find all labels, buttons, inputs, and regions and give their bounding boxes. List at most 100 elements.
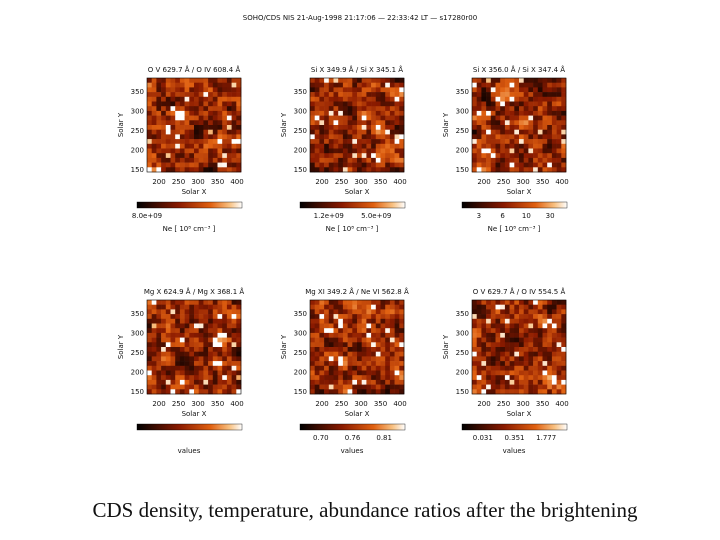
- image-cell: [352, 82, 358, 88]
- image-cell: [547, 342, 553, 348]
- image-cell: [347, 82, 353, 88]
- image-cell: [500, 342, 506, 348]
- image-cell: [490, 318, 496, 324]
- image-cell: [314, 129, 320, 135]
- image-cell: [328, 92, 334, 98]
- image-cell: [175, 347, 181, 352]
- image-cell: [310, 309, 315, 315]
- image-cell: [357, 351, 362, 357]
- image-cell: [165, 332, 171, 338]
- image-cell: [151, 101, 157, 107]
- image-cell: [231, 347, 237, 352]
- image-cell: [357, 148, 362, 154]
- image-cell: [347, 162, 353, 168]
- image-cell: [486, 153, 492, 159]
- image-cell: [352, 101, 358, 107]
- image-cell: [310, 153, 315, 159]
- image-cell: [189, 361, 195, 367]
- image-cell: [394, 384, 400, 390]
- image-cell: [352, 337, 358, 343]
- image-cell: [361, 120, 367, 126]
- image-cell: [371, 361, 377, 367]
- image-cell: [179, 96, 185, 102]
- image-cell: [161, 143, 167, 149]
- image-cell: [533, 134, 539, 140]
- image-cell: [490, 167, 496, 173]
- image-cell: [495, 157, 501, 163]
- image-cell: [533, 361, 539, 367]
- image-cell: [399, 167, 405, 173]
- image-cell: [319, 347, 325, 352]
- image-cell: [490, 120, 496, 126]
- image-cell: [504, 115, 510, 121]
- image-cell: [217, 106, 223, 112]
- image-cell: [333, 167, 339, 173]
- image-cell: [523, 78, 529, 83]
- image-cell: [504, 162, 510, 168]
- image-cell: [366, 92, 372, 98]
- image-cell: [333, 304, 339, 310]
- image-cell: [389, 389, 395, 395]
- image-cell: [481, 384, 487, 390]
- image-cell: [533, 304, 539, 310]
- image-cell: [310, 361, 315, 367]
- image-cell: [179, 134, 185, 140]
- image-cell: [528, 87, 534, 93]
- image-cell: [490, 375, 496, 381]
- image-cell: [222, 347, 228, 352]
- image-cell: [385, 365, 391, 371]
- image-cell: [481, 318, 487, 324]
- image-cell: [147, 314, 152, 320]
- image-cell: [319, 167, 325, 173]
- image-cell: [481, 101, 487, 107]
- image-cell: [509, 309, 515, 315]
- image-cell: [486, 106, 492, 112]
- image-cell: [333, 110, 339, 116]
- image-cell: [561, 337, 567, 343]
- image-cell: [151, 300, 157, 305]
- image-cell: [380, 323, 386, 329]
- image-cell: [352, 92, 358, 98]
- image-cell: [556, 337, 562, 343]
- image-cell: [371, 304, 377, 310]
- image-cell: [561, 101, 567, 107]
- image-cell: [226, 379, 232, 385]
- image-cell: [399, 106, 405, 112]
- image-cell: [333, 375, 339, 381]
- image-cell: [184, 332, 190, 338]
- image-cell: [203, 356, 209, 362]
- image-cell: [523, 384, 529, 390]
- image-cell: [231, 370, 237, 376]
- image-cell: [179, 125, 185, 130]
- image-cell: [342, 347, 348, 352]
- image-cell: [175, 314, 181, 320]
- image-cell: [500, 379, 506, 385]
- image-cell: [189, 318, 195, 324]
- image-cell: [547, 328, 553, 334]
- image-cell: [528, 96, 534, 102]
- image-cell: [156, 157, 162, 163]
- image-cell: [375, 148, 381, 154]
- image-cell: [504, 328, 510, 334]
- image-cell: [495, 110, 501, 116]
- image-cell: [394, 139, 400, 145]
- image-cell: [184, 139, 190, 145]
- image-cell: [385, 143, 391, 149]
- x-axis-label: Solar X: [345, 188, 370, 196]
- image-cell: [504, 82, 510, 88]
- image-cell: [380, 328, 386, 334]
- image-frame: [471, 77, 567, 173]
- image-cell: [338, 148, 344, 154]
- image-cell: [361, 125, 367, 130]
- image-cell: [147, 342, 152, 348]
- image-cell: [476, 139, 482, 145]
- image-cell: [375, 332, 381, 338]
- image-cell: [519, 389, 524, 395]
- image-cell: [514, 370, 520, 376]
- image-cell: [189, 115, 195, 121]
- image-cell: [476, 323, 482, 329]
- y-tick-label: 350: [294, 88, 307, 96]
- image-cell: [495, 347, 501, 352]
- image-cell: [380, 167, 386, 173]
- image-cell: [184, 153, 190, 159]
